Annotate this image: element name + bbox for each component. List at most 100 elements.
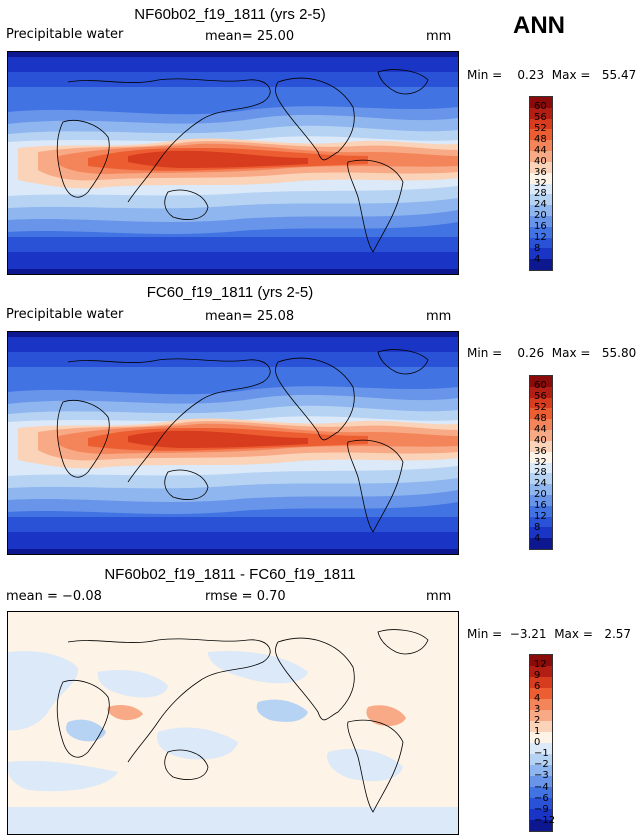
colorbar-level-label: 36 <box>534 166 547 178</box>
map-plot <box>7 51 459 275</box>
colorbar-level-label: 20 <box>534 489 547 501</box>
colorbar-level-label: −9 <box>534 803 549 815</box>
panel-2: FC60_f19_1811 (yrs 2-5) Precipitable wat… <box>0 278 644 556</box>
colorbar-level-label: 40 <box>534 434 547 446</box>
colorbar-level-label: 12 <box>534 232 547 244</box>
colorbar-level-label: 0 <box>534 737 541 748</box>
colorbar-level-label: 24 <box>534 478 547 490</box>
colorbar-segment <box>530 151 552 162</box>
colorbar-segment <box>530 430 552 441</box>
colorbar <box>529 654 553 832</box>
colorbar-level-label: 4 <box>534 533 541 545</box>
mean-label: mean= 25.00 <box>205 29 295 44</box>
colorbar-segment <box>530 666 552 677</box>
colorbar-segment <box>530 226 552 238</box>
colorbar-level-label: 32 <box>534 177 547 189</box>
colorbar-segment <box>530 710 552 721</box>
colorbar-segment <box>530 527 552 539</box>
colorbar-segment <box>530 397 552 409</box>
colorbar-level-label: 20 <box>534 210 547 222</box>
colorbar-segment <box>530 376 552 387</box>
unit-label: mm <box>426 309 452 324</box>
colorbar-segment <box>530 765 552 776</box>
colorbar-level-label: −12 <box>534 814 556 826</box>
colorbar-segment <box>530 161 552 173</box>
colorbar-segment <box>530 743 552 754</box>
colorbar-segment <box>530 107 552 119</box>
colorbar-level-label: 16 <box>534 221 547 233</box>
colorbar-segment <box>530 248 552 260</box>
colorbar-segment <box>530 140 552 152</box>
colorbar-segment <box>530 408 552 420</box>
colorbar-level-label: 48 <box>534 133 547 145</box>
variable-label: Precipitable water <box>6 307 124 322</box>
colorbar-level-label: −6 <box>534 792 549 804</box>
colorbar-segment <box>530 538 552 549</box>
colorbar-level-label: 4 <box>534 254 541 266</box>
colorbar-level-label: 1 <box>534 725 541 737</box>
colorbar-level-label: 2 <box>534 714 541 726</box>
colorbar-level-label: 28 <box>534 188 547 200</box>
colorbar-level-label: 48 <box>534 412 547 424</box>
colorbar <box>529 375 553 550</box>
panel-title: NF60b02_f19_1811 - FC60_f19_1811 <box>104 566 356 583</box>
colorbar-level-label: 12 <box>534 659 547 671</box>
colorbar-segment <box>530 386 552 398</box>
colorbar-level-label: 24 <box>534 199 547 211</box>
mean-label: mean= 25.08 <box>205 309 295 324</box>
colorbar-level-label: 16 <box>534 500 547 512</box>
colorbar-level-label: 40 <box>534 155 547 167</box>
colorbar-segment <box>530 494 552 506</box>
colorbar-level-label: −3 <box>534 770 549 782</box>
colorbar-level-label: 52 <box>534 401 547 413</box>
colorbar-level-label: 56 <box>534 390 547 402</box>
colorbar-level-label: −4 <box>534 781 549 793</box>
colorbar-segment <box>530 473 552 485</box>
colorbar-segment <box>530 259 552 270</box>
colorbar-level-label: 44 <box>534 144 547 156</box>
colorbar-level-label: 4 <box>534 692 541 704</box>
colorbar-segment <box>530 440 552 452</box>
colorbar-segment <box>530 451 552 463</box>
map-plot <box>7 611 459 835</box>
colorbar-segment <box>530 787 552 798</box>
colorbar-level-label: 44 <box>534 423 547 435</box>
colorbar-level-label: 60 <box>534 100 547 112</box>
colorbar-level-label: −1 <box>534 748 549 760</box>
colorbar-segment <box>530 172 552 184</box>
colorbar-segment <box>530 205 552 216</box>
panel-1: NF60b02_f19_1811 (yrs 2-5) Precipitable … <box>0 0 644 278</box>
colorbar-segment <box>530 688 552 699</box>
variable-label: Precipitable water <box>6 27 124 42</box>
colorbar-level-label: 12 <box>534 511 547 523</box>
colorbar-level-label: 32 <box>534 456 547 468</box>
min-max-label: Min = −3.21 Max = 2.57 <box>467 627 632 641</box>
colorbar-segment <box>530 809 552 820</box>
colorbar-segment <box>530 183 552 195</box>
colorbar-level-label: 60 <box>534 379 547 391</box>
colorbar <box>529 96 553 271</box>
season-label: ANN <box>513 12 565 39</box>
colorbar-segment <box>530 484 552 495</box>
colorbar-level-label: 52 <box>534 122 547 134</box>
colorbar-level-label: 3 <box>534 703 541 715</box>
colorbar-level-label: 9 <box>534 670 541 682</box>
colorbar-segment <box>530 516 552 528</box>
colorbar-level-label: 8 <box>534 522 541 534</box>
unit-label: mm <box>426 29 452 44</box>
map-plot <box>7 331 459 555</box>
min-max-label: Min = 0.23 Max = 55.47 <box>467 68 637 82</box>
colorbar-segment <box>530 215 552 227</box>
colorbar-segment <box>530 798 552 809</box>
colorbar-segment <box>530 754 552 765</box>
rmse-label: rmse = 0.70 <box>205 589 286 604</box>
colorbar-level-label: 56 <box>534 111 547 123</box>
colorbar-segment <box>530 732 552 743</box>
colorbar-segment <box>530 820 552 831</box>
colorbar-segment <box>530 677 552 688</box>
panel-title: NF60b02_f19_1811 (yrs 2-5) <box>134 6 326 23</box>
colorbar-segment <box>530 655 552 666</box>
colorbar-segment <box>530 129 552 141</box>
mean-label: mean = −0.08 <box>6 589 102 604</box>
colorbar-level-label: 36 <box>534 445 547 457</box>
